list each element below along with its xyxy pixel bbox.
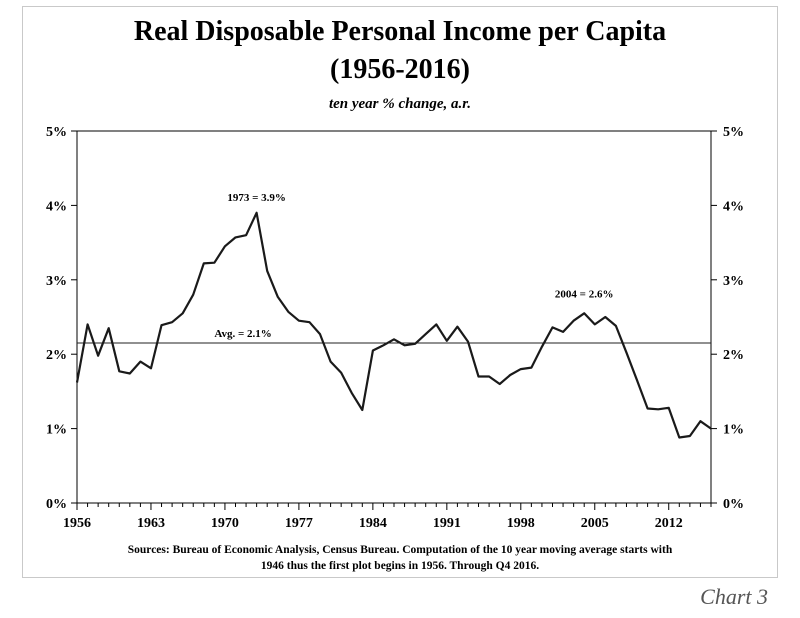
series-group [75, 211, 712, 439]
x-tick-label: 1956 [63, 516, 91, 531]
x-axis: 1956 1963 1970 1977 1984 1991 1998 2005 2012 [63, 503, 712, 531]
average-line-label: Avg. = 2.1% [214, 328, 271, 340]
chart-number-label: Chart 3 [700, 584, 768, 609]
series-line [75, 211, 712, 439]
y-tick-label-right: 5% [723, 125, 744, 140]
plot-area-border [76, 130, 712, 504]
y-tick-label-right: 3% [723, 274, 744, 289]
x-tick-label: 1998 [507, 516, 535, 531]
y-tick-label-left: 2% [46, 348, 67, 363]
x-tick-label: 1970 [211, 516, 239, 531]
y-tick-label-right: 0% [723, 497, 744, 512]
y-tick-label-left: 1% [46, 423, 67, 438]
x-tick-label: 1991 [433, 516, 461, 531]
x-tick-label: 2005 [581, 516, 609, 531]
y-tick-label-left: 3% [46, 274, 67, 289]
y-tick-label-right: 2% [723, 348, 744, 363]
y-tick-label-left: 4% [46, 199, 67, 214]
y-tick-label-left: 5% [46, 125, 67, 140]
x-tick-label: 1977 [285, 516, 313, 531]
y-tick-label-right: 4% [723, 199, 744, 214]
peak-annotation: 1973 = 3.9% [227, 192, 286, 204]
x-tick-label: 2012 [655, 516, 683, 531]
chart-title-years: (1956-2016) [330, 54, 470, 85]
x-tick-label: 1963 [137, 516, 165, 531]
y-axis-right: 0% 1% 2% 3% 4% 5% [711, 125, 744, 512]
reference-lines: Avg. = 2.1% [77, 328, 711, 344]
y-tick-label-right: 1% [723, 423, 744, 438]
peak-annotation: 2004 = 2.6% [555, 289, 614, 301]
annotations: 1973 = 3.9% 2004 = 2.6% [227, 192, 613, 301]
chart-subtitle: ten year % change, a.r. [328, 96, 472, 112]
chart-frame [22, 6, 778, 578]
source-note-line1: Sources: Bureau of Economic Analysis, Ce… [127, 544, 673, 556]
y-tick-label-left: 0% [46, 497, 67, 512]
source-note-line2: 1946 thus the first plot begins in 1956.… [260, 560, 540, 572]
chart-title: Real Disposable Personal Income per Capi… [133, 16, 667, 47]
y-axis-left: 0% 1% 2% 3% 4% 5% [46, 125, 77, 512]
x-tick-label: 1984 [359, 516, 387, 531]
